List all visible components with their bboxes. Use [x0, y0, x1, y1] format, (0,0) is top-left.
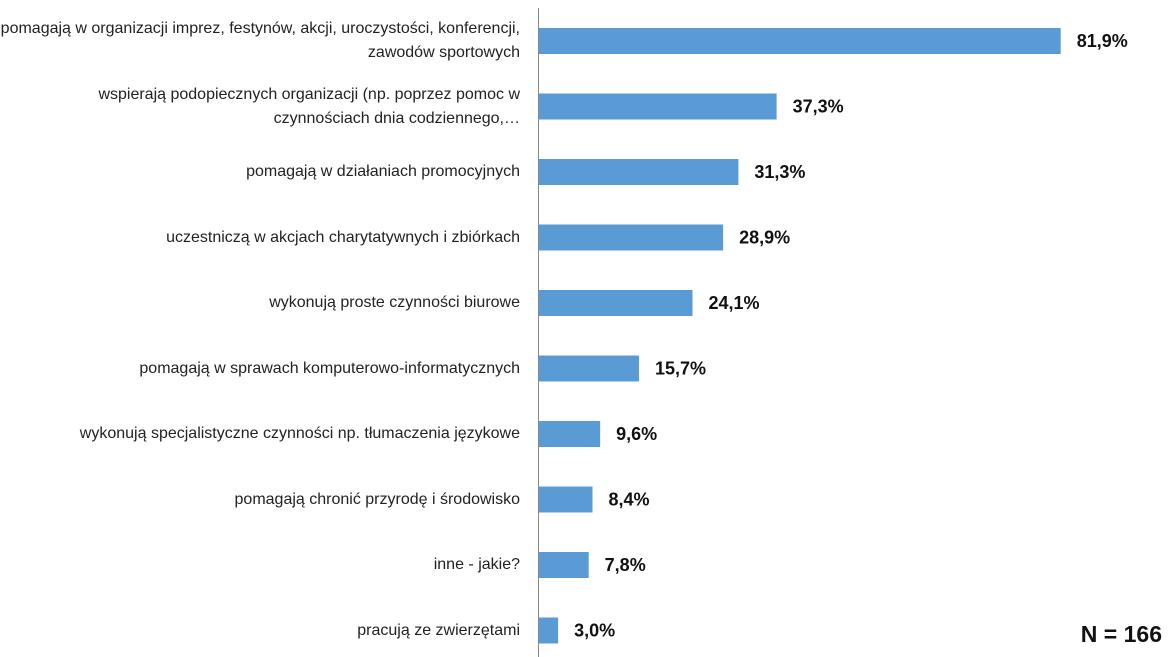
value-label: 9,6% [616, 424, 657, 444]
category-text: inne - jakie? [433, 556, 520, 573]
category-text: pracują ze zwierzętami [357, 621, 520, 639]
category-text: pomagają chronić przyrodę i środowisko [234, 490, 520, 508]
category-label: pomagają w organizacji imprez, festynów,… [0, 10, 520, 72]
category-label: pomagają chronić przyrodę i środowisko [0, 469, 520, 531]
bar [539, 28, 1061, 54]
bar [539, 93, 777, 120]
category-label: uczestniczą w akcjach charytatywnych i z… [0, 207, 520, 269]
category-text: pomagają w sprawach komputerowo-informat… [139, 359, 520, 377]
category-text: wspierają podopiecznych organizacji (np.… [98, 85, 520, 127]
bar [539, 617, 559, 644]
value-label: 24,1% [709, 293, 760, 313]
bar [539, 421, 601, 447]
bar [539, 159, 739, 185]
category-text: wykonują proste czynności biurowe [269, 294, 520, 311]
bar [539, 290, 693, 316]
bar [539, 355, 640, 382]
category-label: pracują ze zwierzętami [0, 600, 520, 657]
annotation: N = 166 [1081, 621, 1162, 647]
value-label: 7,8% [605, 555, 646, 575]
bar [539, 486, 593, 513]
category-text: wykonują specjalistyczne czynności np. t… [79, 425, 520, 442]
category-label: wykonują specjalistyczne czynności np. t… [0, 403, 520, 465]
value-label: 81,9% [1077, 31, 1128, 51]
bar [539, 224, 724, 251]
value-label: 37,3% [793, 96, 844, 116]
value-label: 31,3% [754, 162, 805, 182]
category-label: wspierają podopiecznych organizacji (np.… [0, 76, 520, 138]
category-text: pomagają w działaniach promocyjnych [246, 163, 520, 180]
category-label: pomagają w sprawach komputerowo-informat… [0, 338, 520, 400]
category-text: uczestniczą w akcjach charytatywnych i z… [166, 228, 520, 246]
value-label: 3,0% [574, 620, 615, 640]
category-text: pomagają w organizacji imprez, festynów,… [0, 20, 520, 61]
value-label: 28,9% [739, 227, 790, 247]
category-label: pomagają w działaniach promocyjnych [0, 141, 520, 203]
category-label: wykonują proste czynności biurowe [0, 272, 520, 334]
value-label: 15,7% [655, 358, 706, 378]
value-label: 8,4% [609, 489, 650, 509]
category-label: inne - jakie? [0, 534, 520, 596]
bar [539, 552, 589, 578]
